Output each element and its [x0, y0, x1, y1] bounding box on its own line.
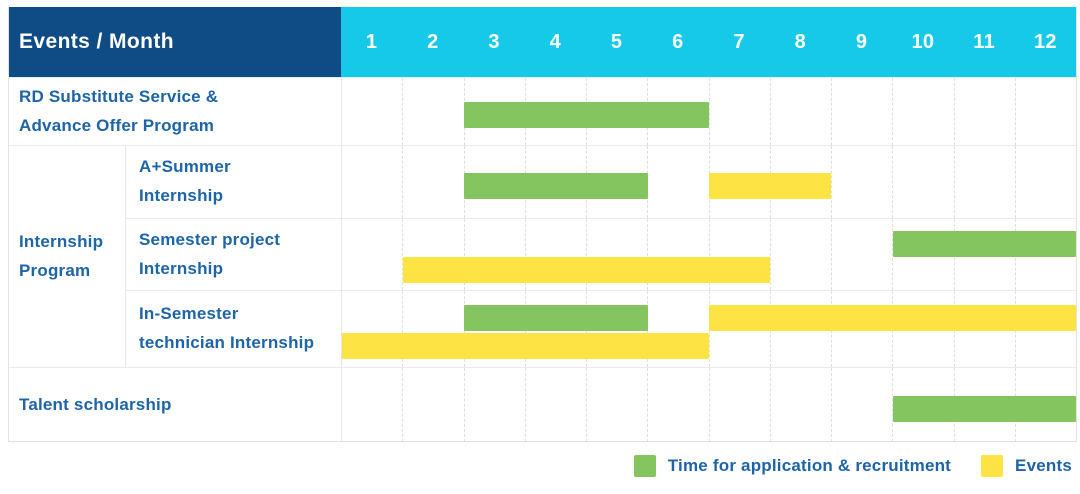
month-gridline-column	[831, 219, 892, 290]
month-header-cell: 4	[524, 7, 586, 77]
month-gridline-column	[892, 78, 953, 145]
row-label-line: RD Substitute Service &	[19, 86, 219, 106]
row-label: A+Summer Internship	[125, 145, 341, 218]
month-header-cell: 8	[769, 7, 831, 77]
row-group-label: Internship Program	[9, 145, 125, 367]
month-gridline-column	[463, 78, 525, 145]
gantt-bar-application	[892, 395, 1076, 422]
month-gridline-column	[402, 78, 463, 145]
events-month-title: Events / Month	[19, 30, 174, 53]
month-header-cell: 2	[402, 7, 464, 77]
month-gridline-column	[831, 78, 892, 145]
month-gridline-column	[647, 368, 708, 442]
row-label-line: Advance Offer Program	[19, 115, 215, 135]
month-gridline-column	[1014, 146, 1076, 218]
gantt-bar-application	[464, 101, 709, 128]
row-timeline	[341, 367, 1076, 442]
row-label-line: A+Summer	[139, 157, 231, 177]
month-gridline-column	[769, 78, 831, 145]
month-header-cell: 6	[647, 7, 709, 77]
month-gridline-column	[402, 368, 463, 442]
row-label-line: Talent scholarship	[19, 394, 172, 414]
gantt-bar-event	[709, 172, 832, 199]
month-gridline-column	[524, 368, 586, 442]
row-timeline	[341, 145, 1076, 218]
month-gridline-column	[831, 146, 892, 218]
application-color-swatch	[633, 455, 656, 477]
gantt-bar-application	[464, 172, 648, 199]
legend-label: Time for application & recruitment	[667, 456, 952, 475]
month-header-cell: 11	[953, 7, 1015, 77]
row-timeline	[341, 218, 1076, 290]
month-gridline-column	[647, 219, 708, 290]
month-header-cell: 9	[831, 7, 893, 77]
month-gridline-column	[647, 146, 708, 218]
month-gridline-column	[402, 219, 463, 290]
row-label-line: Semester project	[139, 229, 281, 249]
month-header-cell: 10	[892, 7, 954, 77]
row-label: RD Substitute Service & Advance Offer Pro…	[9, 77, 341, 145]
month-gridline-column	[1014, 78, 1076, 145]
month-gridline-column	[342, 78, 402, 145]
month-gridline-column	[769, 368, 831, 442]
legend-item-event: Events	[981, 455, 1072, 477]
month-gridline-column	[586, 368, 647, 442]
month-gridline-column	[769, 219, 831, 290]
month-gridline-column	[708, 368, 770, 442]
row-group-label-line: Internship	[19, 231, 104, 251]
events-month-table: Events / Month 1 2 3 4 5 6 7 8 9 10 11 12 Internship…	[8, 7, 1077, 442]
month-gridline-column	[463, 146, 525, 218]
events-month-header-cell: Events / Month	[9, 7, 341, 77]
month-gridline-column	[953, 146, 1015, 218]
month-header-cell: 1	[341, 7, 403, 77]
month-gridline-column	[342, 146, 402, 218]
month-header-cell: 7	[708, 7, 770, 77]
row-label: Talent scholarship	[9, 367, 341, 442]
month-header-cell: 12	[1014, 7, 1076, 77]
month-gridline-column	[586, 219, 647, 290]
row-label-line: Internship	[139, 186, 224, 205]
month-gridline-column	[342, 219, 402, 290]
row-label: Semester project Internship	[125, 218, 341, 290]
month-gridline-column	[342, 368, 402, 442]
gantt-bar-application	[892, 230, 1076, 257]
row-timeline	[341, 290, 1076, 367]
gantt-bar-event	[709, 304, 1076, 331]
row-label-line: In-Semester	[139, 304, 239, 324]
legend-label: Events	[1015, 456, 1072, 475]
row-group-label-line: Program	[19, 260, 91, 280]
gantt-bar-application	[464, 304, 648, 331]
month-gridline-column	[402, 146, 463, 218]
month-gridline-column	[463, 291, 525, 367]
month-gridline-column	[953, 78, 1015, 145]
month-gridline-column	[524, 219, 586, 290]
month-gridline-column	[892, 146, 953, 218]
month-gridline-column	[708, 219, 770, 290]
month-header-cell: 5	[586, 7, 648, 77]
gantt-bar-event	[403, 257, 771, 284]
month-gridline-column	[463, 219, 525, 290]
month-header-cell: 3	[463, 7, 525, 77]
month-gridline-column	[831, 368, 892, 442]
month-gridlines	[342, 78, 1076, 145]
month-gridline-column	[463, 368, 525, 442]
row-timeline	[341, 77, 1076, 145]
legend-item-application: Time for application & recruitment	[633, 455, 952, 477]
legend: Time for application & recruitment Events	[633, 453, 1072, 479]
event-color-swatch	[981, 455, 1004, 477]
row-label: In-Semester technician Internship	[125, 290, 341, 367]
row-label-line: Internship	[139, 258, 224, 278]
month-gridline-column	[708, 78, 770, 145]
gantt-bar-event	[342, 332, 709, 359]
row-label-line: technician Internship	[139, 333, 315, 352]
month-gridline-column	[402, 291, 463, 367]
